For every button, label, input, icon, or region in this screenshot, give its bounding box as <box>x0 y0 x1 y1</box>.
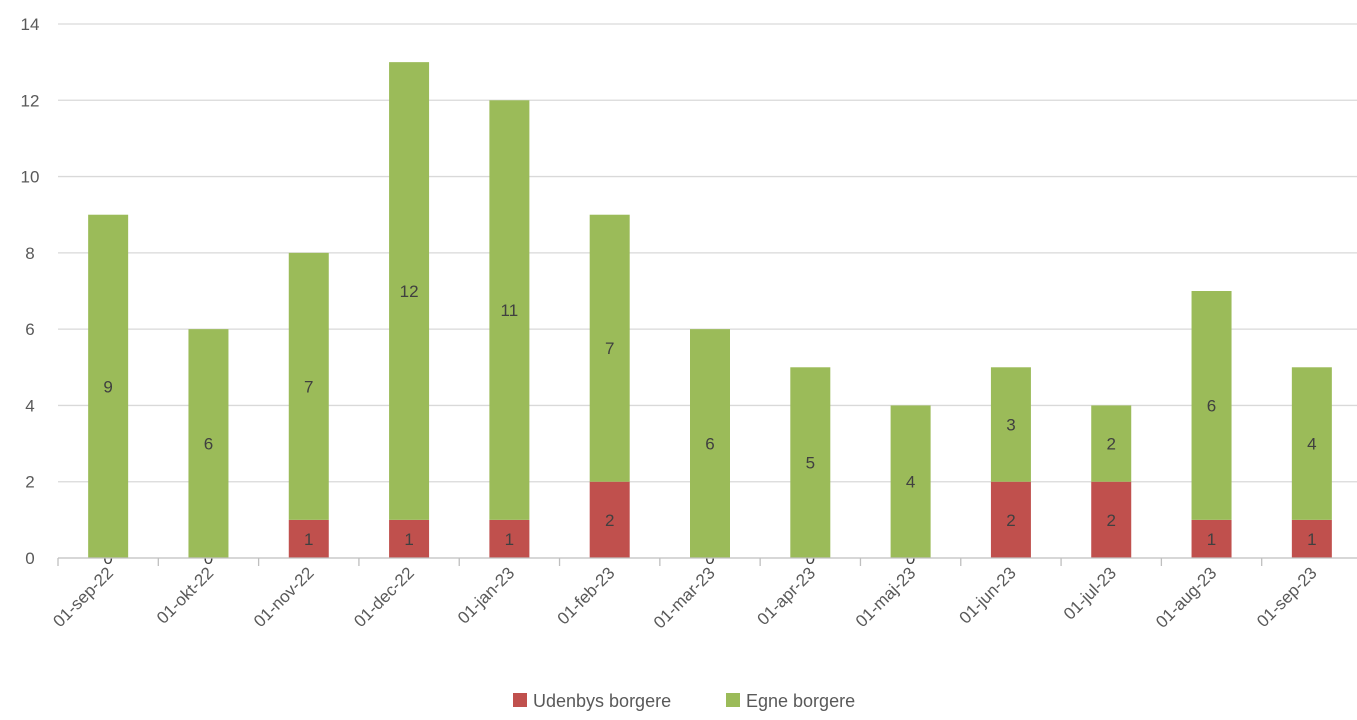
bar-egne <box>288 252 329 520</box>
data-label: 1 <box>505 530 514 549</box>
data-label: 1 <box>404 530 413 549</box>
bar-udenbys <box>589 481 630 558</box>
bar-udenbys <box>1091 481 1132 558</box>
y-tick-label: 14 <box>21 15 40 34</box>
legend-label: Egne borgere <box>746 691 855 711</box>
legend-swatch <box>726 693 740 707</box>
data-label: 1 <box>1207 530 1216 549</box>
data-label: 7 <box>605 339 614 358</box>
data-label: 2 <box>1106 511 1115 530</box>
bar-egne <box>589 214 630 482</box>
y-tick-label: 0 <box>25 549 34 568</box>
bar-udenbys <box>288 519 329 558</box>
data-label: 5 <box>806 454 815 473</box>
x-tick-label: 01-jul-23 <box>1060 563 1120 623</box>
x-axis: 01-sep-22 01-okt-22 01-nov-22 01-dec-22 01-j… <box>49 557 1357 632</box>
legend-label: Udenbys borgere <box>533 691 671 711</box>
x-tick-label: 01-dec-22 <box>350 563 418 631</box>
y-tick-label: 8 <box>25 244 34 263</box>
y-tick-label: 10 <box>21 168 40 187</box>
bar-udenbys <box>990 481 1031 558</box>
bar-egne <box>188 329 229 558</box>
x-tick-label: 01-okt-22 <box>153 563 217 627</box>
legend-swatch <box>513 693 527 707</box>
bar-udenbys <box>1191 519 1232 558</box>
bar-egne <box>990 367 1031 482</box>
bar-egne <box>88 214 129 558</box>
x-tick-label: 01-sep-23 <box>1253 563 1321 631</box>
bar-egne <box>1091 405 1132 482</box>
legend: Udenbys borgere Egne borgere <box>513 691 855 711</box>
bar-udenbys <box>489 519 530 558</box>
bar-egne <box>1291 367 1332 520</box>
y-tick-label: 12 <box>21 91 40 110</box>
data-label: 7 <box>304 377 313 396</box>
bar-egne <box>1191 291 1232 520</box>
data-label: 1 <box>304 530 313 549</box>
bar-udenbys <box>1291 519 1332 558</box>
bar-udenbys <box>389 519 430 558</box>
data-label: 6 <box>204 435 213 454</box>
x-tick-label: 01-jan-23 <box>454 563 518 627</box>
data-label: 12 <box>400 282 419 301</box>
x-tick-label: 01-maj-23 <box>852 563 920 631</box>
y-tick-label: 6 <box>25 320 34 339</box>
data-label: 4 <box>906 473 915 492</box>
x-tick-label: 01-feb-23 <box>554 563 619 628</box>
bar-egne <box>389 62 430 520</box>
data-label: 3 <box>1006 416 1015 435</box>
bar-egne <box>489 100 530 520</box>
data-label: 2 <box>1106 435 1115 454</box>
data-label: 4 <box>1307 435 1316 454</box>
bar-egne <box>690 329 730 558</box>
data-label: 2 <box>1006 511 1015 530</box>
x-tick-label: 01-mar-23 <box>650 563 719 632</box>
x-tick-label: 01-jun-23 <box>956 563 1020 627</box>
y-tick-label: 2 <box>25 473 34 492</box>
data-label: 6 <box>1207 396 1216 415</box>
bar-egne <box>790 367 831 558</box>
bar-egne <box>890 405 931 558</box>
x-tick-label: 01-apr-23 <box>754 563 820 629</box>
data-label: 2 <box>605 511 614 530</box>
data-label: 11 <box>501 301 519 320</box>
x-tick-label: 01-aug-23 <box>1152 563 1220 631</box>
y-axis: 0 2 4 6 8 10 12 14 <box>21 15 40 568</box>
bars: 0906171121112706050423221614 <box>88 62 1332 568</box>
data-label: 1 <box>1307 530 1316 549</box>
data-label: 6 <box>705 435 714 454</box>
x-tick-label: 01-nov-22 <box>250 563 318 631</box>
x-tick-label: 01-sep-22 <box>49 563 117 631</box>
y-tick-label: 4 <box>25 396 34 415</box>
data-label: 9 <box>103 377 112 396</box>
